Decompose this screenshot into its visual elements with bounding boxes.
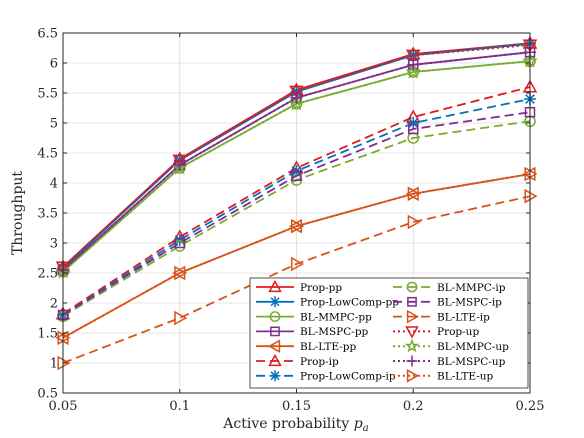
legend-item: BL-MSPC-up <box>393 355 506 368</box>
series-line <box>62 111 531 316</box>
tick-layer: 0.5 1 1.5 2 2.5 3 3.5 4 4.5 5 5.5 6 6.5 0.05 0.1 0.15 0.… <box>37 27 544 415</box>
series-line <box>62 195 531 364</box>
legend-label: BL-MMPC-up <box>437 341 509 353</box>
legend-label: Prop-ip <box>300 356 339 368</box>
series-line <box>62 44 531 268</box>
legend-marker <box>406 355 418 367</box>
data-point <box>407 214 421 230</box>
data-point <box>407 117 420 129</box>
y-tick-label: 0.5 <box>37 387 58 402</box>
legend-item: BL-LTE-pp <box>256 339 356 353</box>
legend-marker <box>404 338 420 353</box>
legend-item: Prop-up <box>393 326 479 339</box>
data-point <box>407 58 420 71</box>
y-tick-label: 6 <box>50 57 58 72</box>
legend-label: BL-MSPC-pp <box>300 326 369 338</box>
data-point <box>289 85 304 99</box>
data-point <box>407 186 421 202</box>
legend-item: BL-LTE-up <box>393 369 494 383</box>
legend-marker <box>269 370 281 382</box>
data-point <box>290 218 305 234</box>
series-line <box>62 86 531 315</box>
data-point <box>174 237 185 249</box>
series-bl-lte-up <box>57 166 538 346</box>
data-point <box>408 123 419 135</box>
data-point <box>405 63 421 79</box>
y-tick-label: 2.5 <box>37 267 58 282</box>
x-tick-label: 0.05 <box>49 399 78 414</box>
legend-item: Prop-LowComp-pp <box>256 296 399 309</box>
legend-item: Prop-LowComp-ip <box>256 370 396 383</box>
legend-item: BL-LTE-ip <box>393 309 490 324</box>
legend-marker <box>407 296 417 307</box>
legend-item: BL-MMPC-pp <box>256 311 372 323</box>
legend-label: BL-LTE-ip <box>437 311 490 323</box>
y-tick-label: 1.5 <box>37 327 58 342</box>
legend-label: BL-MSPC-ip <box>437 297 502 309</box>
legend-item: Prop-pp <box>256 279 342 294</box>
y-tick-label: 2 <box>50 297 58 312</box>
series-bl-lte-ip <box>57 188 538 371</box>
legend-label: BL-LTE-pp <box>300 341 356 353</box>
data-point <box>291 170 302 182</box>
data-point <box>524 188 538 204</box>
legend-marker <box>406 309 420 324</box>
x-tick-label: 0.15 <box>282 399 311 414</box>
y-tick-label: 5.5 <box>37 87 58 102</box>
legend-marker <box>269 311 281 323</box>
data-point <box>290 256 305 272</box>
x-axis-label: Active probability pa <box>222 416 368 434</box>
y-tick-label: 5 <box>50 117 58 132</box>
data-point <box>405 49 421 63</box>
y-axis-label: Throughput <box>10 171 26 255</box>
legend-box <box>249 277 529 389</box>
data-point <box>288 95 305 111</box>
x-tick-label: 0.1 <box>169 399 190 414</box>
series-line <box>62 173 531 339</box>
y-tick-label: 4 <box>50 177 58 192</box>
series-bl-mspc-ip <box>57 106 536 321</box>
data-point <box>174 310 188 326</box>
legend-item: BL-MSPC-ip <box>393 297 502 309</box>
legend-item: BL-MMPC-up <box>393 338 509 353</box>
y-tick-label: 1 <box>50 357 58 372</box>
x-tick-label: 0.2 <box>403 399 424 414</box>
y-tick-label: 4.5 <box>37 147 58 162</box>
data-point <box>173 159 186 171</box>
legend-label: BL-MSPC-up <box>437 356 506 368</box>
legend-marker <box>270 326 280 337</box>
x-tick-label: 0.25 <box>516 399 545 414</box>
data-point <box>290 91 303 104</box>
legend-marker <box>269 296 281 308</box>
legend-label: BL-MMPC-ip <box>437 282 506 294</box>
legend-item: Prop-ip <box>256 353 339 368</box>
legend-label: BL-MMPC-pp <box>300 311 372 323</box>
legend-label: Prop-up <box>437 326 479 338</box>
y-tick-label: 3.5 <box>37 207 58 222</box>
data-point <box>524 166 538 182</box>
legend-label: Prop-LowComp-ip <box>300 371 396 383</box>
data-point <box>57 355 71 371</box>
legend: Prop-pp Prop-LowComp-pp BL-MMPC-pp BL-MSPC-… <box>249 277 529 389</box>
data-point <box>174 265 188 281</box>
data-point <box>57 330 71 346</box>
legend-item: BL-MMPC-ip <box>393 281 506 294</box>
legend-label: BL-LTE-up <box>437 371 494 383</box>
series-layer <box>55 35 538 371</box>
y-tick-label: 3 <box>50 237 58 252</box>
data-point <box>172 154 188 168</box>
legend-label: Prop-LowComp-pp <box>300 297 399 309</box>
legend-marker <box>406 281 418 293</box>
legend-item: BL-MSPC-pp <box>256 326 369 338</box>
data-point <box>173 234 186 246</box>
legend-marker <box>268 279 282 293</box>
legend-marker <box>405 326 419 339</box>
legend-label: Prop-pp <box>300 282 342 294</box>
legend-marker <box>406 369 420 383</box>
y-tick-label: 6.5 <box>37 27 58 42</box>
legend-marker <box>267 339 281 353</box>
legend-marker <box>268 353 282 367</box>
